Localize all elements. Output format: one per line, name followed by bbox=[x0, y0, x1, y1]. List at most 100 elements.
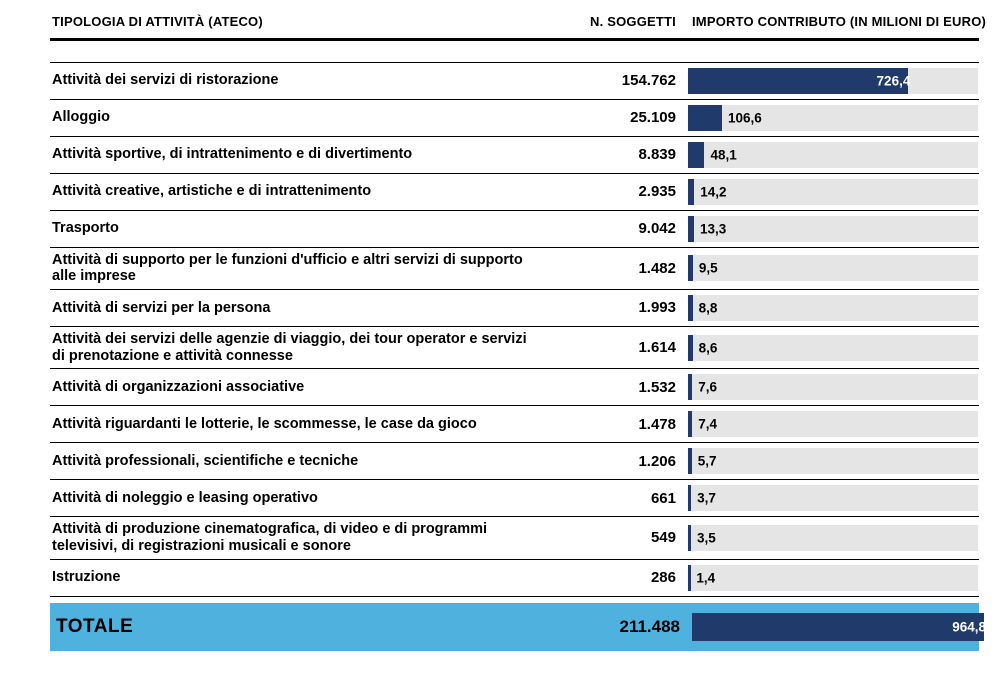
row-bar-cell: 1,4 bbox=[688, 565, 988, 591]
header-gap bbox=[50, 41, 979, 63]
total-label: TOTALE bbox=[56, 616, 546, 638]
row-label: Attività professionali, scientifiche e t… bbox=[52, 453, 542, 470]
bar-fill bbox=[690, 411, 692, 437]
bar-value: 3,7 bbox=[697, 491, 716, 506]
table-row: Attività di supporto per le funzioni d'u… bbox=[50, 248, 979, 290]
bar-fill bbox=[690, 216, 694, 242]
row-soggetti: 661 bbox=[550, 490, 680, 507]
bar-value: 726,4 bbox=[877, 73, 911, 88]
bar-fill bbox=[690, 295, 693, 321]
row-soggetti: 8.839 bbox=[550, 146, 680, 163]
row-soggetti: 1.206 bbox=[550, 453, 680, 470]
bar-value: 1,4 bbox=[696, 570, 715, 585]
table-row: Alloggio 25.109 106,6 bbox=[50, 100, 979, 137]
bar-value: 48,1 bbox=[710, 147, 736, 162]
row-bar-cell: 8,6 bbox=[688, 335, 988, 361]
row-label: Attività di produzione cinematografica, … bbox=[52, 521, 542, 554]
total-soggetti: 211.488 bbox=[554, 617, 684, 637]
row-bar-cell: 9,5 bbox=[688, 255, 988, 281]
row-label: Attività creative, artistiche e di intra… bbox=[52, 183, 542, 200]
bar-track bbox=[688, 255, 978, 281]
row-soggetti: 2.935 bbox=[550, 183, 680, 200]
bar-value: 8,8 bbox=[699, 300, 718, 315]
table-row: Attività di servizi per la persona 1.993 8… bbox=[50, 290, 979, 327]
header-importo: Importo contributo (in milioni di euro) bbox=[688, 14, 988, 30]
bar-track bbox=[688, 374, 978, 400]
row-bar-cell: 7,6 bbox=[688, 374, 988, 400]
row-label: Trasporto bbox=[52, 220, 542, 237]
row-bar-cell: 13,3 bbox=[688, 216, 988, 242]
bar-fill bbox=[690, 142, 704, 168]
bar-track bbox=[688, 411, 978, 437]
row-label: Attività sportive, di intrattenimento e … bbox=[52, 146, 542, 163]
table-row: Attività creative, artistiche e di intra… bbox=[50, 174, 979, 211]
bar-track bbox=[688, 216, 978, 242]
bar-fill bbox=[690, 105, 722, 131]
row-label: Attività dei servizi delle agenzie di vi… bbox=[52, 331, 542, 364]
total-bar bbox=[694, 613, 984, 641]
bar-track bbox=[688, 565, 978, 591]
row-bar-cell: 5,7 bbox=[688, 448, 988, 474]
row-bar-cell: 3,7 bbox=[688, 485, 988, 511]
bar-value: 8,6 bbox=[699, 340, 718, 355]
bar-value: 3,5 bbox=[697, 530, 716, 545]
table-body: Attività dei servizi di ristorazione154.… bbox=[50, 63, 979, 597]
row-soggetti: 1.993 bbox=[550, 299, 680, 316]
bar-track bbox=[688, 335, 978, 361]
table-row: Attività sportive, di intrattenimento e … bbox=[50, 137, 979, 174]
row-bar-cell: 726,4 bbox=[688, 68, 988, 94]
bar-value: 9,5 bbox=[699, 261, 718, 276]
row-soggetti: 1.532 bbox=[550, 379, 680, 396]
row-soggetti: 1.478 bbox=[550, 416, 680, 433]
row-label: Attività di noleggio e leasing operativo bbox=[52, 490, 542, 507]
row-soggetti: 154.762 bbox=[550, 72, 680, 89]
row-label: Attività di servizi per la persona bbox=[52, 300, 542, 317]
row-label: Alloggio bbox=[52, 109, 542, 126]
row-soggetti: 549 bbox=[550, 529, 680, 546]
bar-value: 7,6 bbox=[698, 380, 717, 395]
table-header: Tipologia di attività (Ateco) N. soggett… bbox=[50, 10, 979, 41]
table-row: Attività professionali, scientifiche e t… bbox=[50, 443, 979, 480]
bar-value: 14,2 bbox=[700, 184, 726, 199]
bar-track bbox=[688, 525, 978, 551]
bar-value: 106,6 bbox=[728, 110, 762, 125]
bar-fill bbox=[690, 255, 693, 281]
bar-track bbox=[688, 295, 978, 321]
row-soggetti: 1.482 bbox=[550, 260, 680, 277]
bar-track bbox=[688, 485, 978, 511]
table-row: Attività dei servizi delle agenzie di vi… bbox=[50, 327, 979, 369]
bar-track bbox=[688, 448, 978, 474]
bar-value: 7,4 bbox=[698, 417, 717, 432]
table-row: Attività di noleggio e leasing operativo… bbox=[50, 480, 979, 517]
row-label: Attività di supporto per le funzioni d'u… bbox=[52, 252, 542, 285]
table-row: Attività riguardanti le lotterie, le sco… bbox=[50, 406, 979, 443]
table-row: Attività di produzione cinematografica, … bbox=[50, 517, 979, 559]
row-bar-cell: 3,5 bbox=[688, 525, 988, 551]
row-bar-cell: 106,6 bbox=[688, 105, 988, 131]
row-bar-cell: 7,4 bbox=[688, 411, 988, 437]
table-row: Attività di organizzazioni associative 1.… bbox=[50, 369, 979, 406]
bar-fill bbox=[690, 448, 692, 474]
row-label: Istruzione bbox=[52, 569, 542, 586]
bar-fill bbox=[690, 179, 694, 205]
row-soggetti: 9.042 bbox=[550, 220, 680, 237]
row-label: Attività riguardanti le lotterie, le sco… bbox=[52, 416, 542, 433]
bar-value: 13,3 bbox=[700, 221, 726, 236]
total-bar-value: 964,8 bbox=[952, 619, 986, 634]
row-soggetti: 25.109 bbox=[550, 109, 680, 126]
table-container: Tipologia di attività (Ateco) N. soggett… bbox=[0, 0, 1001, 651]
table-row: Istruzione 286 1,4 bbox=[50, 560, 979, 597]
bar-fill bbox=[690, 374, 692, 400]
row-soggetti: 286 bbox=[550, 569, 680, 586]
total-bar-cell: 964,8 bbox=[692, 613, 992, 641]
header-tipologia: Tipologia di attività (Ateco) bbox=[52, 14, 542, 30]
row-bar-cell: 8,8 bbox=[688, 295, 988, 321]
table-row: Attività dei servizi di ristorazione154.… bbox=[50, 63, 979, 100]
row-bar-cell: 14,2 bbox=[688, 179, 988, 205]
table-row: Trasporto 9.042 13,3 bbox=[50, 211, 979, 248]
row-bar-cell: 48,1 bbox=[688, 142, 988, 168]
bar-value: 5,7 bbox=[698, 454, 717, 469]
header-soggetti: N. soggetti bbox=[550, 14, 680, 30]
row-label: Attività di organizzazioni associative bbox=[52, 379, 542, 396]
bar-fill bbox=[690, 335, 693, 361]
